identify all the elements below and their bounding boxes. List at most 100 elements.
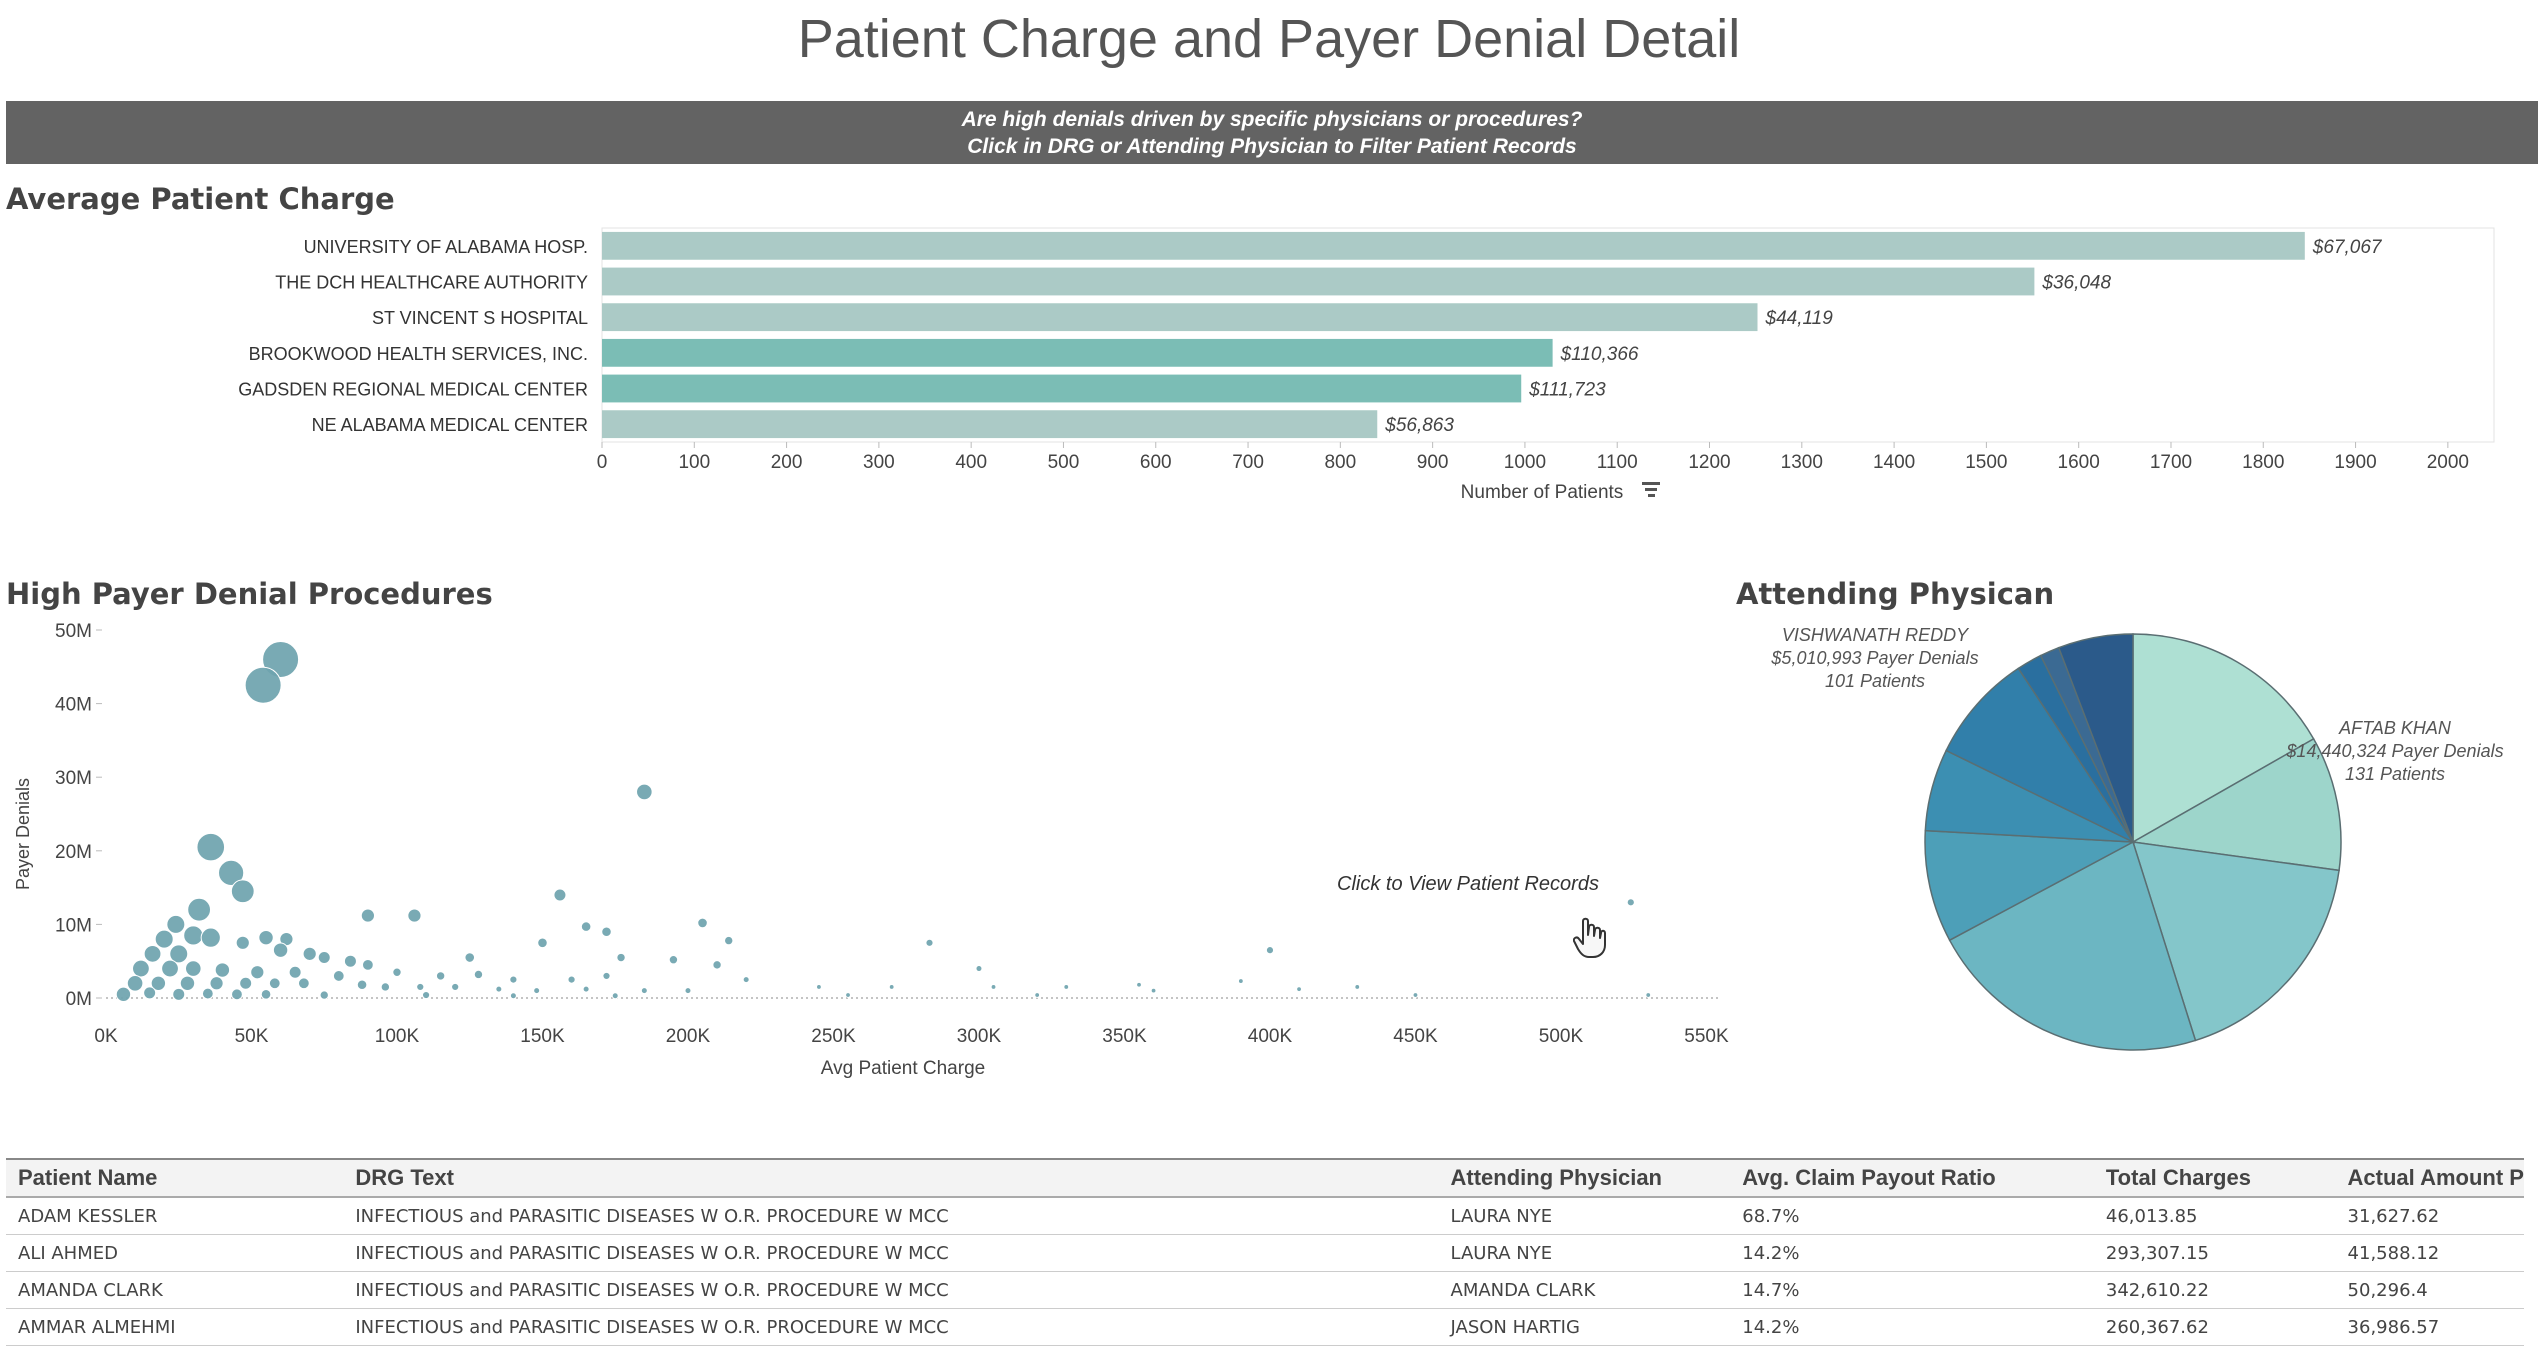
attending-physician-pie[interactable] bbox=[1900, 620, 2360, 1080]
cell-drg-text: INFECTIOUS and PARASITIC DISEASES W O.R.… bbox=[345, 1271, 1441, 1309]
scatter-point bbox=[380, 982, 391, 992]
scatter-point bbox=[1626, 898, 1635, 907]
banner-instruction: Click in DRG or Attending Physician to F… bbox=[967, 135, 1577, 158]
cell-attending-physician: AMANDA CLARK bbox=[1440, 1271, 1733, 1309]
scatter-point bbox=[201, 987, 214, 1000]
scatter-point bbox=[260, 989, 272, 1000]
pie-label-khan: AFTAB KHAN $14,440,324 Payer Denials 131… bbox=[2275, 717, 2515, 786]
bar-chart-title: Average Patient Charge bbox=[6, 182, 395, 216]
bar bbox=[602, 374, 1522, 403]
scatter-point bbox=[218, 859, 245, 886]
scatter-point bbox=[888, 984, 895, 990]
x-tick-label: 250K bbox=[811, 1026, 856, 1047]
scatter-point bbox=[239, 976, 253, 990]
scatter-point bbox=[1136, 981, 1142, 988]
x-tick-label: 1200 bbox=[1688, 452, 1730, 473]
cell-total-charges: 342,610.22 bbox=[2095, 1271, 2338, 1309]
column-header-total-charges[interactable]: Total Charges bbox=[2095, 1158, 2338, 1198]
hand-pointer-icon bbox=[1573, 917, 1606, 958]
column-header-attending-physician[interactable]: Attending Physician bbox=[1440, 1158, 1733, 1198]
x-tick-label: 550K bbox=[1684, 1026, 1729, 1047]
x-tick-label: 1500 bbox=[1965, 452, 2007, 473]
x-tick-label: 350K bbox=[1102, 1026, 1147, 1047]
scatter-point bbox=[143, 986, 157, 1000]
scatter-point bbox=[567, 975, 576, 984]
scatter-point bbox=[317, 951, 331, 965]
table-row[interactable]: AMMAR ALMEHMI INFECTIOUS and PARASITIC D… bbox=[6, 1308, 2524, 1346]
bar bbox=[602, 410, 1378, 439]
cell-patient-name: AMMAR ALMEHMI bbox=[6, 1308, 346, 1346]
scatter-point bbox=[361, 958, 374, 971]
scatter-point bbox=[166, 914, 186, 934]
scatter-point bbox=[616, 952, 626, 963]
x-tick-label: 1400 bbox=[1873, 452, 1915, 473]
pie-label-khan-patients: 131 Patients bbox=[2344, 764, 2446, 784]
scatter-point bbox=[392, 967, 402, 977]
high-payer-denial-scatter[interactable]: 0M 10M 20M 30M 40M 50M 0K 50K 100K 150K 200K 250K 30… bbox=[0, 610, 1740, 1100]
x-tick-label: 1100 bbox=[1597, 452, 1638, 473]
cell-attending-physician: LAURA NYE bbox=[1440, 1234, 1733, 1272]
scatter-point bbox=[169, 944, 189, 964]
scatter-point bbox=[925, 938, 934, 947]
pie-label-reddy-patients: 101 Patients bbox=[1824, 671, 1926, 691]
scatter-point bbox=[268, 977, 281, 990]
patient-records-table: Patient Name DRG Text Attending Physicia… bbox=[6, 1158, 2524, 1346]
scatter-point bbox=[580, 921, 592, 932]
average-patient-charge-chart[interactable]: UNIVERSITY OF ALABAMA HOSP. $67,067 THE DC… bbox=[0, 220, 2538, 520]
scatter-point bbox=[975, 965, 983, 973]
scatter-point bbox=[161, 959, 179, 978]
column-header-claim-payout-ratio[interactable]: Avg. Claim Payout Ratio bbox=[1732, 1158, 2096, 1198]
x-tick-label: 1600 bbox=[2058, 452, 2100, 473]
pie-slice bbox=[2131, 841, 2340, 1042]
x-tick-label: 1800 bbox=[2242, 452, 2284, 473]
pie-slice bbox=[1948, 840, 2197, 1051]
scatter-point bbox=[115, 986, 132, 1003]
scatter-point bbox=[1237, 978, 1244, 984]
x-tick-label: 0 bbox=[597, 452, 608, 473]
scatter-point bbox=[183, 925, 204, 946]
instruction-banner: Are high denials driven by specific phys… bbox=[6, 101, 2538, 164]
scatter-point bbox=[495, 985, 503, 993]
bar-data-label: $56,863 bbox=[1384, 415, 1454, 436]
pie-label-khan-denials: $14,440,324 Payer Denials bbox=[2286, 741, 2504, 761]
table-header-row: Patient Name DRG Text Attending Physicia… bbox=[6, 1158, 2524, 1198]
x-tick-label: 1300 bbox=[1781, 452, 1823, 473]
scatter-point bbox=[435, 971, 446, 981]
bar-data-label: $44,119 bbox=[1765, 308, 1834, 329]
scatter-point bbox=[343, 954, 357, 968]
column-header-patient-name[interactable]: Patient Name bbox=[6, 1158, 346, 1198]
x-tick-label: 700 bbox=[1232, 452, 1264, 473]
table-row[interactable]: AMANDA CLARK INFECTIOUS and PARASITIC DI… bbox=[6, 1271, 2524, 1309]
cell-drg-text: INFECTIOUS and PARASITIC DISEASES W O.R.… bbox=[345, 1234, 1441, 1272]
column-header-actual-amount[interactable]: Actual Amount P bbox=[2337, 1158, 2524, 1198]
scatter-point bbox=[601, 926, 612, 938]
scatter-point bbox=[360, 908, 375, 923]
y-tick-label: 30M bbox=[55, 768, 92, 789]
y-tick-label: 0M bbox=[66, 989, 92, 1010]
cell-patient-name: ADAM KESSLER bbox=[6, 1197, 346, 1235]
x-tick-label: 200 bbox=[771, 452, 803, 473]
x-tick-label: 500K bbox=[1539, 1026, 1584, 1047]
scatter-point bbox=[421, 990, 431, 1000]
x-tick-label: 100 bbox=[678, 452, 710, 473]
pie-slice bbox=[1945, 667, 2136, 844]
scatter-point bbox=[214, 962, 231, 978]
scatter-point bbox=[319, 990, 329, 1000]
bar-data-label: $111,723 bbox=[1528, 380, 1606, 401]
scatter-point bbox=[184, 960, 202, 977]
scatter-point bbox=[668, 955, 679, 965]
scatter-point bbox=[244, 666, 282, 704]
cell-total-charges: 46,013.85 bbox=[2095, 1197, 2338, 1235]
scatter-point bbox=[231, 988, 243, 1001]
x-tick-label: 300 bbox=[863, 452, 895, 473]
x-tick-label: 150K bbox=[520, 1026, 565, 1047]
category-label: ST VINCENT S HOSPITAL bbox=[372, 308, 588, 328]
scatter-point bbox=[332, 970, 345, 982]
scatter-point bbox=[132, 959, 150, 978]
table-row[interactable]: ALI AHMED INFECTIOUS and PARASITIC DISEA… bbox=[6, 1234, 2524, 1272]
table-row[interactable]: ADAM KESSLER INFECTIOUS and PARASITIC DI… bbox=[6, 1197, 2524, 1235]
column-header-drg-text[interactable]: DRG Text bbox=[345, 1158, 1441, 1198]
cell-actual-amount: 36,986.57 bbox=[2337, 1308, 2524, 1346]
sort-icon-stroke bbox=[1642, 482, 1660, 485]
cell-patient-name: AMANDA CLARK bbox=[6, 1271, 346, 1309]
